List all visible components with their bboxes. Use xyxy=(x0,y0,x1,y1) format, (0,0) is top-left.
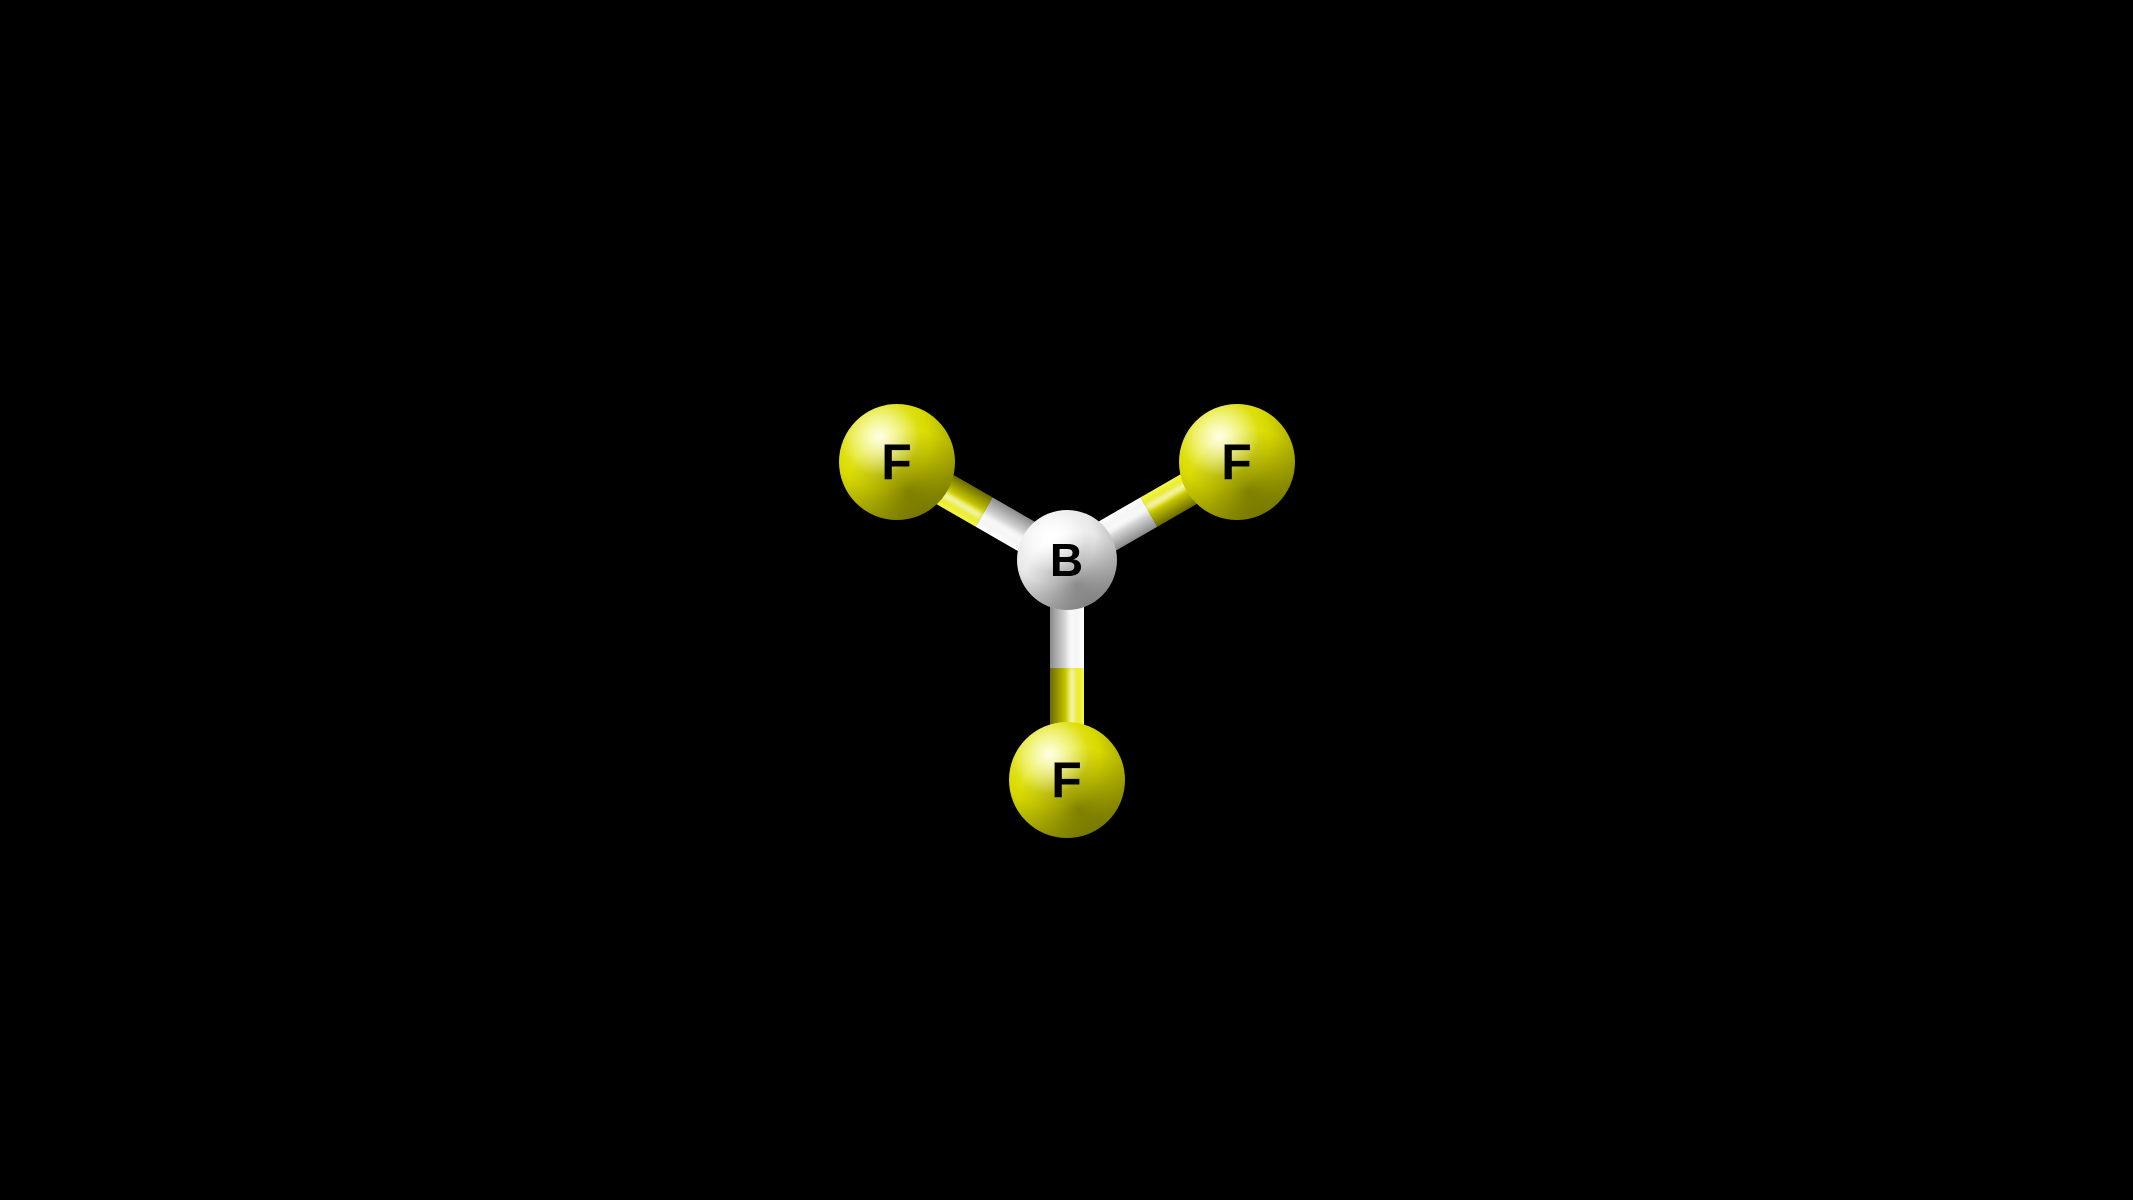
atom-fluorine-1: F xyxy=(1179,404,1295,520)
atom-fluorine-2: F xyxy=(1009,722,1125,838)
molecule-stage: B F F F xyxy=(767,300,1367,900)
atom-label: F xyxy=(1051,751,1082,809)
diagram-canvas: B F F F xyxy=(0,0,2133,1200)
atom-fluorine-0: F xyxy=(839,404,955,520)
atom-label: F xyxy=(1221,433,1252,491)
atom-label: F xyxy=(881,433,912,491)
atom-boron-center: B xyxy=(1017,510,1117,610)
atom-label: B xyxy=(1050,533,1083,587)
